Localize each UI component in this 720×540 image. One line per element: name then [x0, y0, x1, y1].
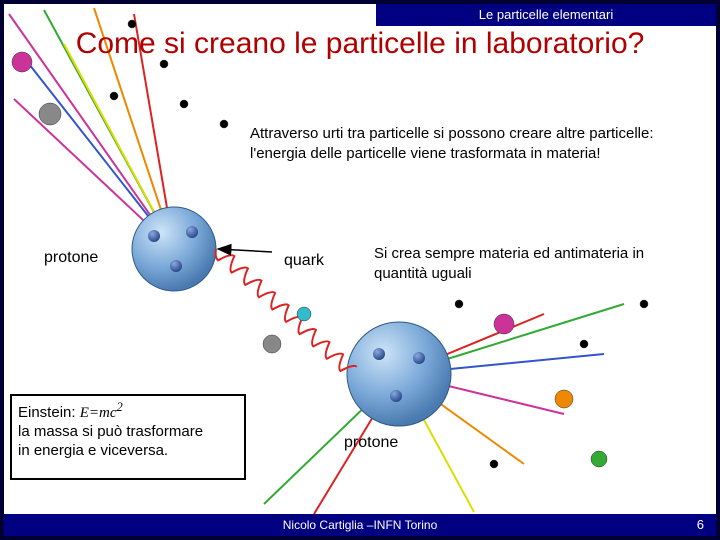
footer-bar: Nicolo Cartiglia –INFN Torino 6 [4, 514, 716, 536]
body-text-2: Si crea sempre materia ed antimateria in… [374, 244, 684, 283]
einstein-prefix: Einstein: [18, 404, 80, 421]
footer-text: Nicolo Cartiglia –INFN Torino [283, 518, 438, 532]
slide-title: Come si creano le particelle in laborato… [4, 26, 716, 62]
label-protone-2: protone [344, 434, 398, 452]
einstein-box: Einstein: E=mc2 la massa si può trasform… [10, 394, 246, 480]
label-protone-1: protone [44, 249, 98, 267]
label-quark: quark [284, 252, 324, 270]
einstein-line3: in energia e viceversa. [18, 442, 168, 459]
slide: Le particelle elementari Come si creano … [4, 4, 716, 536]
header-bar: Le particelle elementari [376, 4, 716, 26]
einstein-formula: E=mc2 [80, 405, 123, 421]
page-number: 6 [697, 514, 704, 536]
einstein-line2: la massa si può trasformare [18, 423, 203, 440]
body-text-1: Attraverso urti tra particelle si posson… [250, 124, 680, 163]
